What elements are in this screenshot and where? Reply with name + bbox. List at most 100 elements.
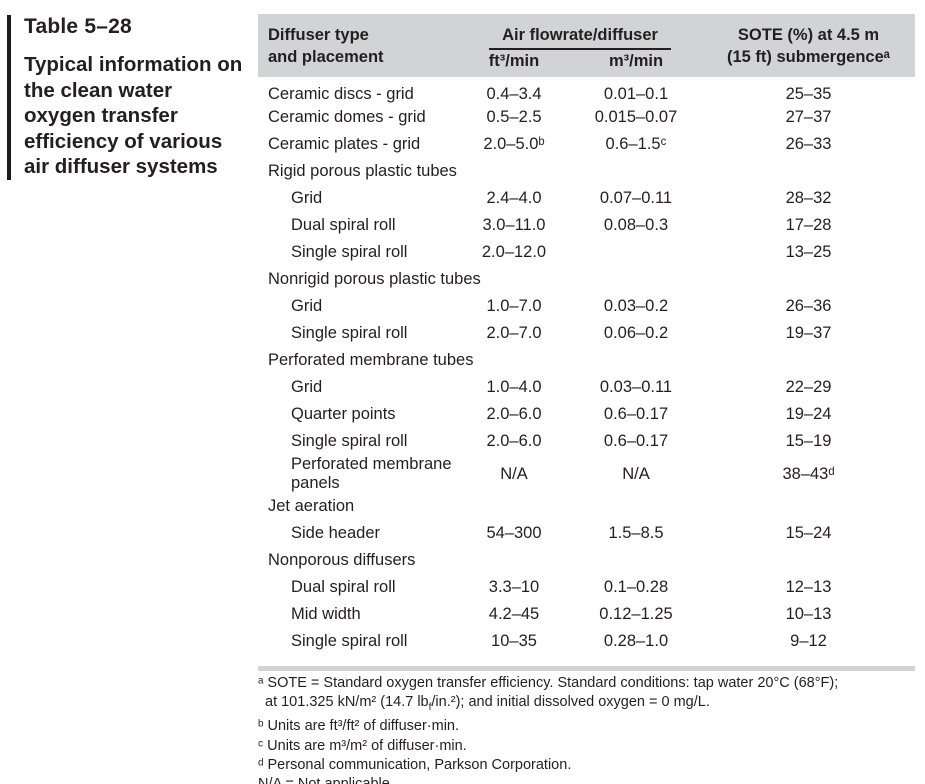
sote-cell: 26–36 bbox=[785, 297, 832, 315]
table-row: Dual spiral roll 3.3–10 0.1–0.28 12–13 bbox=[258, 574, 915, 601]
ft3-min-cell: 3.0–11.0 bbox=[482, 216, 546, 234]
table-row: Mid width 4.2–45 0.12–1.25 10–13 bbox=[258, 601, 915, 628]
diffuser-type-cell: Single spiral roll bbox=[291, 243, 408, 261]
category-label: Jet aeration bbox=[268, 497, 355, 515]
ft3-min-cell: 2.0–6.0 bbox=[486, 405, 542, 423]
table-body: Ceramic discs - grid 0.4–3.4 0.01–0.1 25–35… bbox=[258, 77, 915, 655]
m3-min-cell: 0.6–0.17 bbox=[603, 432, 669, 450]
ft3-min-cell: 1.0–7.0 bbox=[486, 297, 542, 315]
footnote-line: ᵃ SOTE = Standard oxygen transfer effici… bbox=[258, 675, 839, 691]
m3-min-cell: 0.08–0.3 bbox=[603, 216, 669, 234]
header-line: SOTE (%) at 4.5 m bbox=[737, 25, 880, 44]
ft3-min-cell: 54–300 bbox=[486, 524, 542, 542]
column-header-m3-min: m³/min bbox=[570, 50, 703, 77]
category-row: Nonrigid porous plastic tubes bbox=[258, 266, 915, 293]
m3-min-cell: 0.03–0.2 bbox=[603, 297, 669, 315]
sote-cell: 15–24 bbox=[785, 524, 832, 542]
diffuser-type-cell: Quarter points bbox=[291, 405, 396, 423]
footnote-line: at 101.325 kN/m² (14.7 lbf/in.²); and in… bbox=[265, 694, 710, 714]
table-caption-text: Typical information on the clean water o… bbox=[24, 53, 243, 178]
table-row: Grid 1.0–7.0 0.03–0.2 26–36 bbox=[258, 293, 915, 320]
category-row: Jet aeration bbox=[258, 493, 915, 520]
sote-cell: 12–13 bbox=[785, 578, 832, 596]
ft3-min-cell: N/A bbox=[500, 464, 528, 483]
category-label: Rigid porous plastic tubes bbox=[268, 162, 457, 180]
footnote-line: ᵈ Personal communication, Parkson Corpor… bbox=[258, 757, 572, 774]
sote-cell: 15–19 bbox=[785, 432, 832, 450]
m3-min-cell: 0.6–0.17 bbox=[603, 405, 669, 423]
sote-cell: 38–43ᵈ bbox=[782, 464, 835, 483]
m3-min-cell: 0.12–1.25 bbox=[599, 605, 673, 623]
diffuser-type-cell: Ceramic domes - grid bbox=[268, 108, 426, 126]
diffuser-type-cell: Single spiral roll bbox=[291, 432, 408, 450]
diffuser-type-cell: Ceramic plates - grid bbox=[268, 135, 421, 153]
ft3-min-cell: 2.0–7.0 bbox=[486, 324, 542, 342]
sote-cell: 22–29 bbox=[785, 378, 832, 396]
m3-min-cell: 0.6–1.5ᶜ bbox=[605, 135, 667, 153]
data-table: Diffuser type and placement Air flowrate… bbox=[258, 14, 916, 655]
category-row: Perforated membrane tubes bbox=[258, 347, 915, 374]
header-line: and placement bbox=[268, 47, 384, 66]
sote-cell: 19–24 bbox=[785, 405, 832, 423]
table-number: Table 5–28 bbox=[24, 15, 132, 38]
column-header-sote: SOTE (%) at 4.5 m (15 ft) submergenceᵃ bbox=[702, 14, 916, 77]
diffuser-type-cell: Grid bbox=[291, 189, 323, 207]
table-row: Dual spiral roll 3.0–11.0 0.08–0.3 17–28 bbox=[258, 212, 915, 239]
air-flowrate-group-label: Air flowrate/diffuser bbox=[489, 26, 671, 50]
table-row: Side header 54–300 1.5–8.5 15–24 bbox=[258, 520, 915, 547]
table-row: Ceramic plates - grid 2.0–5.0ᵇ 0.6–1.5ᶜ 26–… bbox=[258, 131, 915, 158]
diffuser-type-cell: Side header bbox=[291, 524, 380, 542]
diffuser-type-cell: Grid bbox=[291, 378, 323, 396]
table-row: Quarter points 2.0–6.0 0.6–0.17 19–24 bbox=[258, 401, 915, 428]
ft3-min-cell: 10–35 bbox=[491, 632, 537, 650]
m3-min-cell: 0.015–0.07 bbox=[594, 108, 678, 126]
ft3-min-cell: 2.0–6.0 bbox=[486, 432, 542, 450]
footnote-line: ᶜ Units are m³/m² of diffuser·min. bbox=[258, 737, 467, 754]
sote-cell: 17–28 bbox=[785, 216, 832, 234]
table-row: Ceramic domes - grid 0.5–2.5 0.015–0.07 27–… bbox=[258, 104, 915, 131]
ft3-min-cell: 4.2–45 bbox=[488, 605, 540, 623]
m3-min-cell bbox=[570, 239, 702, 266]
category-label: Nonrigid porous plastic tubes bbox=[268, 270, 481, 288]
footnote-line: N/A = Not applicable. bbox=[258, 775, 920, 784]
table-row: Ceramic discs - grid 0.4–3.4 0.01–0.1 25–35 bbox=[258, 77, 915, 104]
sote-cell: 25–35 bbox=[785, 84, 832, 103]
ft3-min-cell: 0.4–3.4 bbox=[486, 84, 542, 103]
column-header-ft3-min: ft³/min bbox=[458, 50, 570, 77]
m3-min-cell: 0.07–0.11 bbox=[599, 189, 673, 207]
m3-min-cell: 0.28–1.0 bbox=[603, 632, 669, 650]
header-line: Diffuser type bbox=[268, 25, 369, 44]
diffuser-type-cell: Grid bbox=[291, 297, 323, 315]
column-header-diffuser-type: Diffuser type and placement bbox=[258, 14, 458, 77]
data-table-container: Diffuser type and placement Air flowrate… bbox=[258, 14, 916, 671]
table-row: Perforated membrane panels N/A N/A 38–43ᵈ bbox=[258, 455, 915, 493]
table-row: Single spiral roll 2.0–12.0 13–25 bbox=[258, 239, 915, 266]
table-row: Single spiral roll 2.0–6.0 0.6–0.17 15–19 bbox=[258, 428, 915, 455]
category-row: Rigid porous plastic tubes bbox=[258, 158, 915, 185]
sote-cell: 10–13 bbox=[785, 605, 832, 623]
diffuser-type-cell: Dual spiral roll bbox=[291, 578, 396, 596]
table-bottom-rule bbox=[258, 666, 915, 671]
category-label: Nonporous diffusers bbox=[268, 551, 416, 569]
sote-cell: 13–25 bbox=[785, 243, 832, 261]
m3-min-cell: 0.01–0.1 bbox=[603, 84, 669, 103]
sote-cell: 26–33 bbox=[785, 135, 832, 153]
m3-min-cell: 0.06–0.2 bbox=[603, 324, 669, 342]
ft3-min-cell: 2.0–5.0ᵇ bbox=[483, 135, 545, 153]
table-row: Single spiral roll 10–35 0.28–1.0 9–12 bbox=[258, 628, 915, 655]
table-caption-block: Table 5–28 Typical information on the cl… bbox=[7, 15, 243, 180]
footnote-line: ᵇ Units are ft³/ft² of diffuser·min. bbox=[258, 718, 460, 735]
m3-min-cell: N/A bbox=[622, 464, 650, 483]
m3-min-cell: 1.5–8.5 bbox=[608, 524, 664, 542]
column-group-air-flowrate: Air flowrate/diffuser bbox=[458, 14, 703, 50]
diffuser-type-cell: Mid width bbox=[291, 605, 361, 623]
category-row: Nonporous diffusers bbox=[258, 547, 915, 574]
ft3-min-cell: 2.0–12.0 bbox=[481, 243, 547, 261]
diffuser-type-cell: Perforated membrane panels bbox=[291, 455, 452, 492]
sote-cell: 27–37 bbox=[785, 108, 832, 126]
sote-cell: 28–32 bbox=[785, 189, 832, 207]
footnotes: ᵃ SOTE = Standard oxygen transfer effici… bbox=[258, 674, 920, 784]
ft3-min-cell: 2.4–4.0 bbox=[486, 189, 542, 207]
table-row: Grid 1.0–4.0 0.03–0.11 22–29 bbox=[258, 374, 915, 401]
